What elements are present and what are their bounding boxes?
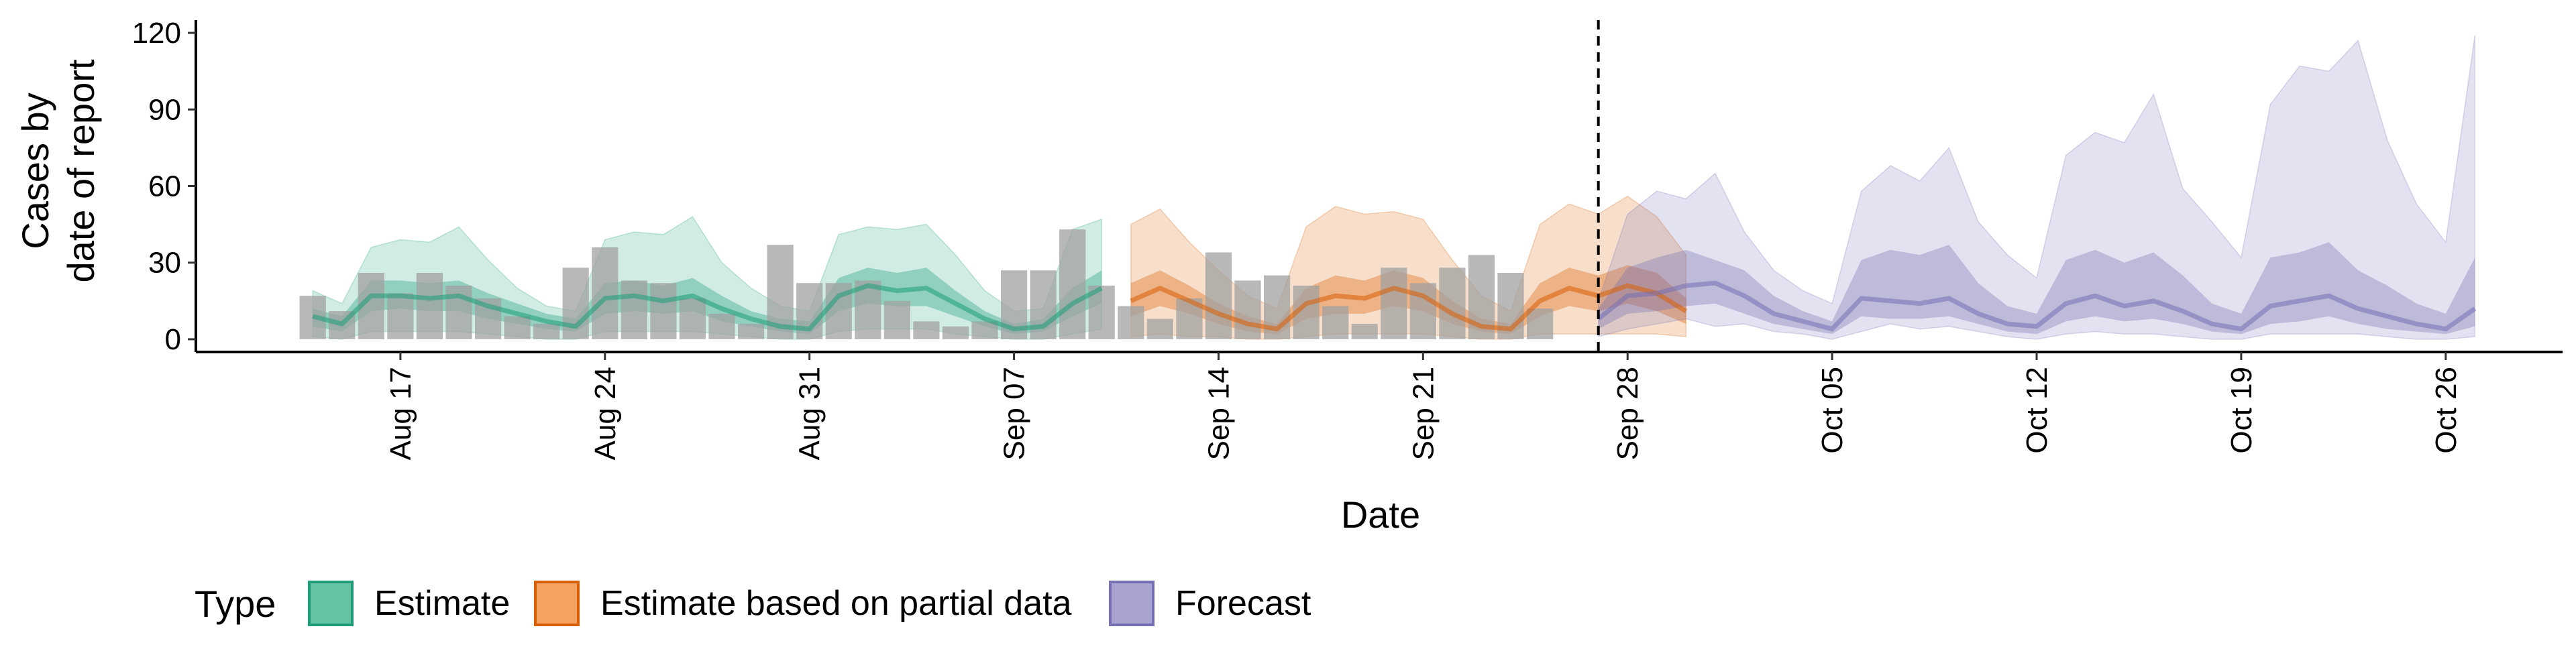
bar bbox=[1439, 268, 1466, 339]
bar bbox=[1118, 306, 1144, 339]
x-tick-label: Sep 07 bbox=[998, 367, 1031, 460]
bar bbox=[913, 321, 940, 339]
bar bbox=[738, 324, 765, 339]
legend-swatch-forecast bbox=[1109, 581, 1155, 626]
bar bbox=[504, 316, 531, 339]
y-axis-title-line2: date of report bbox=[60, 59, 102, 283]
legend: Type Estimate Estimate based on partial … bbox=[195, 581, 1311, 626]
y-tick-label: 0 bbox=[165, 323, 181, 356]
legend-swatch-estimate bbox=[308, 581, 354, 626]
x-tick-label: Sep 28 bbox=[1611, 367, 1644, 460]
bar bbox=[621, 280, 647, 339]
bar bbox=[1234, 280, 1261, 339]
y-tick-label: 60 bbox=[148, 170, 181, 203]
bar bbox=[387, 293, 414, 339]
bar bbox=[1527, 308, 1554, 339]
bar bbox=[533, 324, 560, 339]
median-line-estimate bbox=[312, 283, 1103, 332]
y-tick-label: 120 bbox=[132, 17, 181, 50]
band-inner-partial bbox=[1130, 265, 1686, 335]
x-tick-label: Aug 31 bbox=[794, 367, 826, 460]
bar bbox=[883, 300, 910, 339]
bar bbox=[679, 298, 706, 339]
y-axis-ticks: 0 30 60 90 120 bbox=[132, 17, 196, 356]
bar bbox=[1322, 306, 1349, 339]
x-axis-title: Date bbox=[1341, 493, 1420, 536]
y-tick-label: 90 bbox=[148, 93, 181, 126]
bar bbox=[708, 313, 735, 339]
median-lines bbox=[312, 280, 2477, 332]
band-outer-forecast bbox=[1597, 35, 2476, 340]
y-tick-label: 30 bbox=[148, 247, 181, 280]
bar bbox=[942, 326, 969, 339]
bar bbox=[592, 247, 619, 339]
x-tick-label: Oct 12 bbox=[2021, 367, 2053, 454]
x-tick-label: Oct 26 bbox=[2430, 367, 2463, 454]
x-tick-label: Sep 14 bbox=[1202, 367, 1235, 460]
bar bbox=[1146, 318, 1173, 339]
bar bbox=[1351, 324, 1378, 339]
x-tick-label: Sep 21 bbox=[1407, 367, 1440, 460]
legend-label-forecast: Forecast bbox=[1175, 584, 1311, 623]
bar bbox=[1059, 229, 1086, 339]
x-axis-ticks: Aug 17 Aug 24 Aug 31 Sep 07 Sep 14 Sep 21 Sep … bbox=[384, 352, 2463, 460]
median-line-forecast bbox=[1597, 280, 2477, 332]
x-tick-label: Aug 24 bbox=[589, 367, 622, 460]
legend-label-estimate: Estimate bbox=[374, 584, 510, 623]
bar bbox=[1205, 252, 1232, 339]
x-tick-label: Oct 05 bbox=[1816, 367, 1849, 454]
legend-label-partial: Estimate based on partial data bbox=[600, 584, 1072, 623]
x-tick-label: Oct 19 bbox=[2225, 367, 2258, 454]
y-axis-title-line1: Cases by bbox=[14, 93, 56, 249]
bar bbox=[1381, 268, 1407, 339]
x-tick-label: Aug 17 bbox=[384, 367, 417, 460]
bar bbox=[416, 273, 443, 339]
legend-swatch-partial bbox=[534, 581, 580, 626]
bar bbox=[650, 283, 677, 339]
median-line-partial bbox=[1130, 283, 1688, 332]
legend-title: Type bbox=[195, 583, 276, 625]
band-inner-forecast bbox=[1598, 242, 2475, 335]
